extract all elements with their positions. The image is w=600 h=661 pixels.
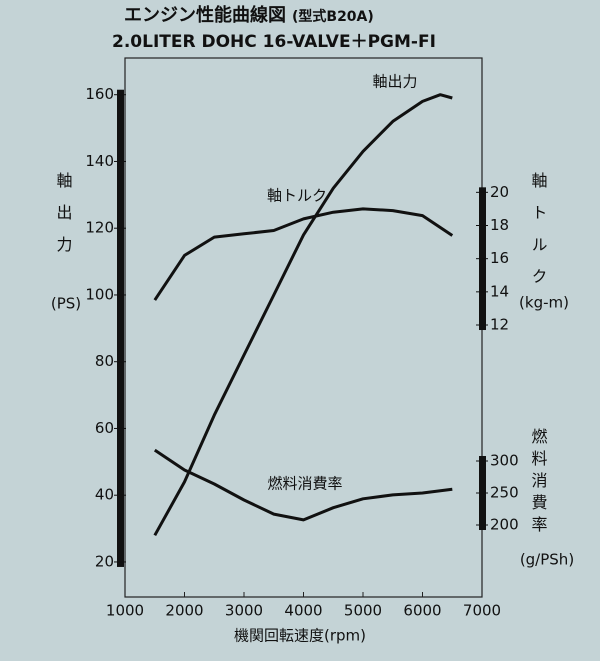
series-line (153, 448, 453, 522)
chart-title: エンジン性能曲線図 (124, 4, 286, 26)
y3-tick-label: 200 (490, 516, 519, 534)
x-tick-label: 3000 (225, 602, 263, 620)
title-note: (型式B20A) (292, 8, 374, 25)
y3-tick-label: 250 (490, 484, 519, 502)
x-tick-label: 2000 (165, 602, 203, 620)
y2-tick-label: 20 (490, 183, 509, 201)
y-tick-label: 20 (95, 552, 114, 570)
y2-tick-label: 14 (490, 282, 509, 300)
y2-axis-unit: (kg-m) (519, 294, 569, 312)
y-axis-unit: (PS) (51, 295, 81, 313)
x-tick-label: 6000 (403, 602, 441, 620)
series-line (153, 93, 453, 537)
x-tick-label: 1000 (106, 602, 144, 620)
y-tick-label: 140 (85, 152, 114, 170)
y2-axis-label: 軸トルク (529, 172, 548, 300)
y3-axis-label: 燃料消費率 (529, 428, 548, 538)
series-label: 燃料消費率 (267, 475, 342, 493)
x-tick-label: 5000 (344, 602, 382, 620)
y2-tick-label: 16 (490, 249, 509, 267)
series-line (153, 207, 454, 301)
y-tick-label: 40 (95, 486, 114, 504)
y-tick-label: 100 (85, 285, 114, 303)
x-axis-label: 機関回転速度(rpm) (234, 627, 366, 645)
y-tick-label: 120 (85, 219, 114, 237)
y2-tick-label: 12 (490, 316, 509, 334)
y2-tick-label: 18 (490, 216, 509, 234)
y3-tick-label: 300 (490, 452, 519, 470)
x-tick-label: 4000 (284, 602, 322, 620)
y-tick-label: 60 (95, 419, 114, 437)
series-label: 軸出力 (372, 73, 417, 91)
y-axis-label: 軸出力 (54, 172, 73, 268)
y-tick-label: 160 (85, 85, 114, 103)
y-axis-bar (117, 89, 124, 567)
y3-axis-unit: (g/PSh) (520, 551, 574, 569)
chart-subtitle: 2.0LITER DOHC 16-VALVE＋PGM-FI (112, 32, 436, 52)
y-tick-label: 80 (95, 352, 114, 370)
series-label: 軸トルク (267, 187, 327, 205)
x-tick-label: 7000 (463, 602, 501, 620)
